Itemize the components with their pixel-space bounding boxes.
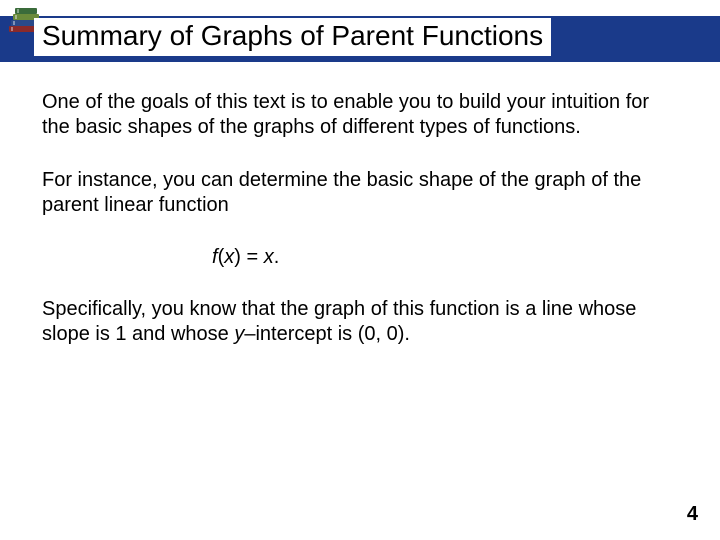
page-number: 4 <box>687 503 698 526</box>
para3-b: –intercept is (0, 0). <box>244 323 410 345</box>
paragraph-2: For instance, you can determine the basi… <box>42 168 678 218</box>
formula-arg: x <box>224 246 234 268</box>
paragraph-1: One of the goals of this text is to enab… <box>42 90 678 140</box>
formula-period: . <box>274 246 280 268</box>
content-area: One of the goals of this text is to enab… <box>42 90 678 375</box>
para3-ital: y <box>234 323 244 345</box>
formula-close: ) = <box>234 246 263 268</box>
formula-rhs: x <box>264 246 274 268</box>
page-title: Summary of Graphs of Parent Functions <box>34 18 551 56</box>
formula: f(x) = x. <box>212 246 678 269</box>
paragraph-3: Specifically, you know that the graph of… <box>42 297 678 347</box>
